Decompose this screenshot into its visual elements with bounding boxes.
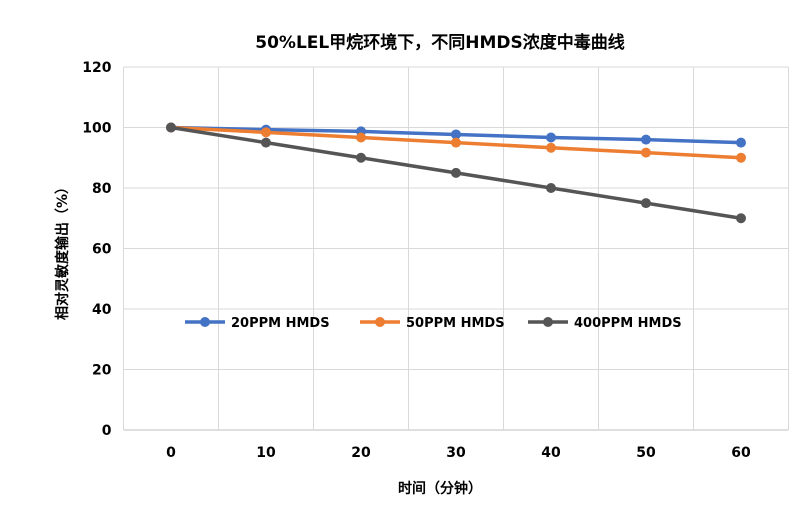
y-tick-label: 80 bbox=[92, 181, 112, 197]
data-point bbox=[546, 142, 556, 153]
x-tick-label: 40 bbox=[541, 445, 561, 461]
data-point bbox=[736, 152, 746, 163]
data-point bbox=[356, 152, 366, 163]
legend-marker bbox=[200, 317, 210, 327]
data-point bbox=[451, 167, 461, 178]
x-tick-label: 10 bbox=[256, 445, 276, 461]
data-point bbox=[736, 213, 746, 224]
legend-label: 50PPM HMDS bbox=[406, 316, 505, 331]
y-tick-label: 20 bbox=[92, 363, 112, 379]
x-tick-label: 60 bbox=[731, 445, 751, 461]
series-group bbox=[166, 122, 746, 224]
legend-marker bbox=[543, 317, 553, 327]
x-tick-label: 0 bbox=[166, 445, 176, 461]
legend: 20PPM HMDS 50PPM HMDS 400PPM HMDS bbox=[185, 316, 682, 331]
y-ticks: 0 20 40 60 80 100 120 bbox=[82, 60, 111, 439]
y-tick-label: 60 bbox=[92, 242, 112, 258]
x-ticks: 0 10 20 30 40 50 60 bbox=[166, 445, 751, 461]
legend-marker bbox=[375, 317, 385, 327]
y-tick-label: 120 bbox=[82, 60, 111, 76]
y-axis-label: 相对灵敏度输出（%） bbox=[54, 180, 71, 320]
y-tick-label: 40 bbox=[92, 302, 112, 318]
data-point bbox=[546, 132, 556, 143]
data-point bbox=[641, 147, 651, 158]
data-point bbox=[356, 132, 366, 143]
x-tick-label: 30 bbox=[446, 445, 466, 461]
data-point bbox=[641, 134, 651, 145]
data-point bbox=[641, 198, 651, 209]
chart-title: 50%LEL甲烷环境下，不同HMDS浓度中毒曲线 bbox=[255, 32, 624, 53]
legend-label: 400PPM HMDS bbox=[574, 316, 682, 331]
data-point bbox=[451, 137, 461, 148]
data-point bbox=[546, 183, 556, 193]
data-point bbox=[166, 122, 176, 133]
legend-label: 20PPM HMDS bbox=[231, 316, 330, 331]
data-point bbox=[261, 127, 271, 138]
data-point bbox=[736, 137, 746, 148]
y-tick-label: 100 bbox=[82, 121, 111, 137]
x-tick-label: 20 bbox=[351, 445, 371, 461]
x-tick-label: 50 bbox=[636, 445, 656, 461]
grid bbox=[123, 66, 789, 431]
data-point bbox=[261, 137, 271, 148]
data-point bbox=[451, 129, 461, 140]
y-tick-label: 0 bbox=[102, 423, 112, 439]
x-axis-label: 时间（分钟） bbox=[398, 480, 482, 497]
